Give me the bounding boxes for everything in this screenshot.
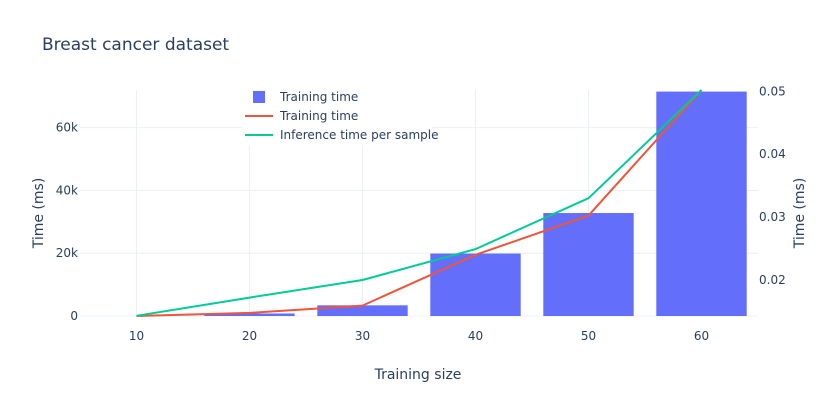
x-tick-label: 40 <box>468 329 483 343</box>
y-right-tick-label: 0.02 <box>759 273 786 287</box>
legend[interactable]: Training time Training time Inference time… <box>242 84 439 146</box>
legend-item-1[interactable]: Training time <box>245 109 358 123</box>
y-left-tick-label: 20k <box>56 246 78 260</box>
legend-label: Inference time per sample <box>280 128 439 142</box>
legend-label: Training time <box>279 109 358 123</box>
x-axis-title: Training size <box>374 367 462 383</box>
x-tick-label: 30 <box>355 329 370 343</box>
y-left-tick-label: 40k <box>56 183 78 197</box>
legend-label: Training time <box>279 90 358 104</box>
y-right-tick-label: 0.03 <box>759 210 786 224</box>
x-axis-ticks: 10 20 30 40 50 60 <box>129 329 709 343</box>
y-right-tick-label: 0.05 <box>759 84 786 98</box>
y-right-axis-ticks: 0.02 0.03 0.04 0.05 <box>759 84 786 287</box>
bar-20 <box>204 313 295 316</box>
y-right-axis-title: Time (ms) <box>792 178 808 250</box>
line-series-1 <box>136 89 703 317</box>
bar-30 <box>317 305 408 316</box>
y-left-tick-label: 0 <box>70 309 78 323</box>
bar-60 <box>656 91 747 316</box>
bar-50 <box>543 213 634 316</box>
y-right-tick-label: 0.04 <box>759 147 786 161</box>
x-tick-label: 10 <box>129 329 144 343</box>
line-series <box>136 89 703 317</box>
y-left-axis-title: Time (ms) <box>31 178 47 250</box>
chart-title: Breast cancer dataset <box>42 35 229 55</box>
x-tick-label: 20 <box>242 329 257 343</box>
legend-item-2[interactable]: Inference time per sample <box>245 128 439 142</box>
x-tick-label: 50 <box>581 329 596 343</box>
bar-40 <box>430 253 521 316</box>
bar-series <box>204 91 747 316</box>
legend-swatch-bar <box>253 91 265 103</box>
y-left-axis-ticks: 0 20k 40k 60k <box>56 121 78 323</box>
y-left-tick-label: 60k <box>56 121 78 135</box>
legend-background <box>242 84 432 146</box>
x-tick-label: 60 <box>694 329 709 343</box>
legend-item-0[interactable]: Training time <box>253 90 358 104</box>
line-series-2 <box>136 89 703 317</box>
